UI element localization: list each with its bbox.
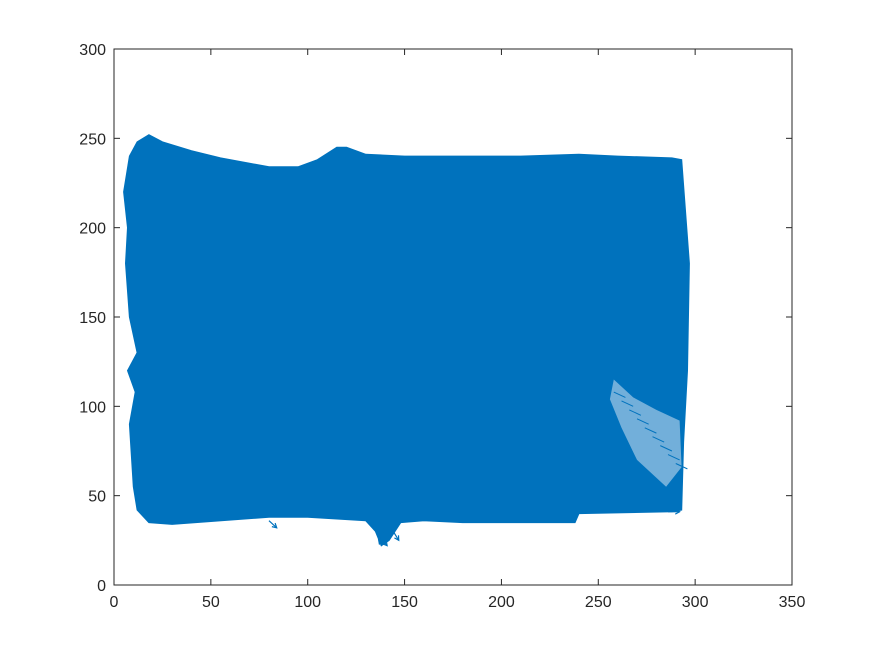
vector-arrowhead [674, 508, 681, 515]
vector-arrow [667, 454, 680, 461]
vector-arrow [621, 400, 634, 407]
vector-arrow [652, 436, 665, 443]
vector-arrow [660, 445, 673, 452]
vector-field-region [123, 134, 690, 547]
vector-arrow [378, 525, 386, 545]
vector-arrow [629, 409, 642, 416]
x-tick-label: 50 [202, 594, 220, 611]
x-tick-label: 300 [682, 594, 709, 611]
y-tick-label: 300 [79, 42, 106, 59]
vector-arrow [644, 427, 657, 434]
x-tick-label: 350 [779, 594, 806, 611]
y-tick-label: 200 [79, 221, 106, 238]
x-tick-label: 150 [391, 594, 418, 611]
x-tick-label: 250 [585, 594, 612, 611]
y-tick-label: 50 [88, 489, 106, 506]
x-tick-label: 200 [488, 594, 515, 611]
sparse-vector-region [609, 379, 682, 487]
sparse-vectors [613, 391, 688, 470]
vector-arrow [675, 463, 688, 470]
vector-arrow [636, 418, 649, 425]
vector-arrow [268, 520, 278, 529]
vector-arrowhead [271, 522, 278, 529]
y-tick-label: 0 [97, 578, 106, 595]
vector-arrow [613, 391, 626, 398]
axes: 0 50 100 150 200 250 300 350 0 50 100 150 200 250 300 [79, 42, 805, 611]
plot-area [114, 49, 792, 585]
vector-arrowhead [394, 535, 400, 542]
vector-arrowhead [382, 540, 388, 547]
x-tick-label: 100 [294, 594, 321, 611]
vector-arrowhead [377, 538, 384, 546]
y-tick-label: 150 [79, 310, 106, 327]
y-tick-label: 100 [79, 399, 106, 416]
vector-arrow [390, 527, 400, 541]
y-tick-label: 250 [79, 131, 106, 148]
x-tick-label: 0 [110, 594, 119, 611]
